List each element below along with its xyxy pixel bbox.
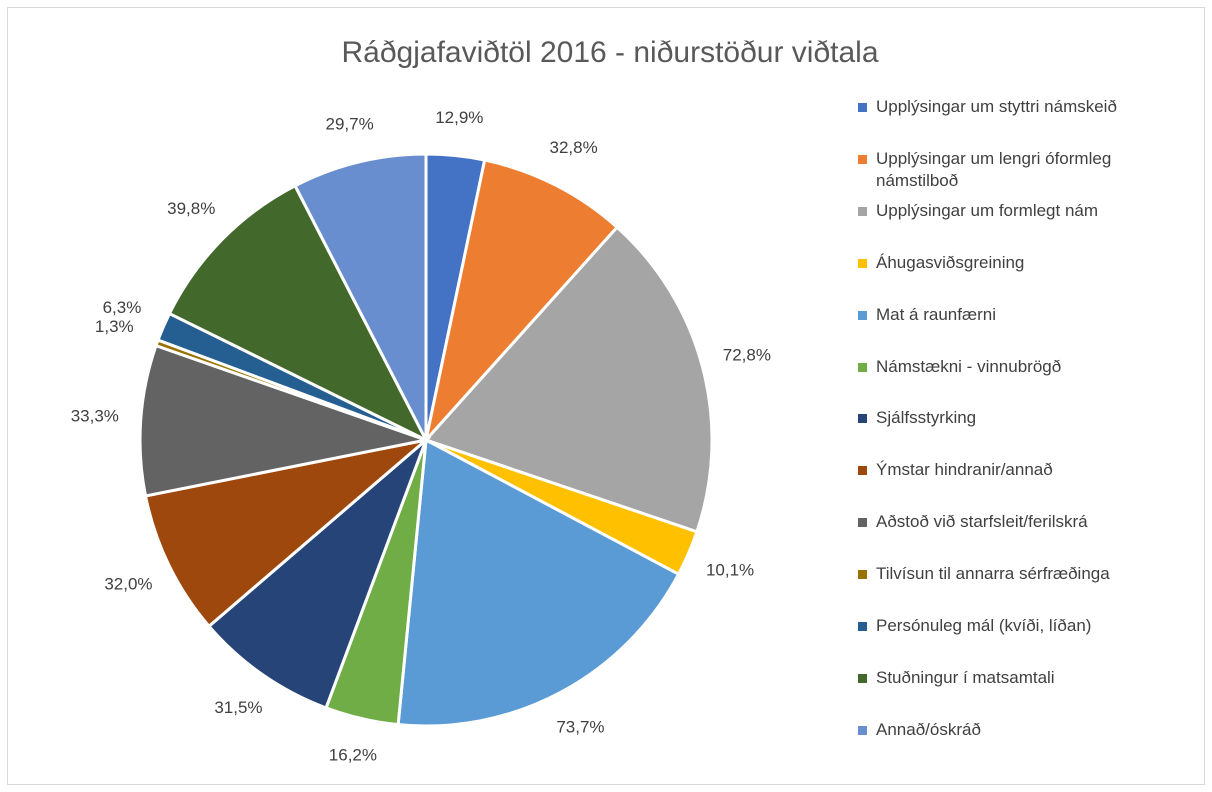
legend-swatch xyxy=(858,362,867,372)
legend-label: Upplýsingar um styttri námskeið xyxy=(876,97,1117,116)
data-label: 32,8% xyxy=(550,138,598,157)
legend-swatch xyxy=(858,466,867,476)
legend-swatch xyxy=(858,622,867,631)
legend-swatch xyxy=(858,570,867,580)
legend-label: Persónuleg mál (kvíði, líðan) xyxy=(876,616,1092,635)
legend-label: Stuðningur í matsamtali xyxy=(876,667,1055,687)
pie-slice xyxy=(167,183,430,444)
legend-swatch xyxy=(858,103,867,112)
legend-label: Upplýsingar um formlegt nám xyxy=(876,200,1099,220)
legend-label: Aðstoð við starfsleit/ferilskrá xyxy=(876,512,1088,532)
legend-item: Annað/óskráð xyxy=(858,719,1198,741)
data-label: 16,2% xyxy=(329,745,377,764)
legend-item: Ýmstar hindranir/annað xyxy=(858,459,1198,481)
data-label: 10,1% xyxy=(706,561,754,580)
legend-item: Stuðningur í matsamtali xyxy=(858,667,1198,689)
legend-swatch xyxy=(858,258,867,268)
data-label: 73,7% xyxy=(556,717,604,736)
legend-item: Upplýsingar um formlegt nám xyxy=(858,200,1198,222)
legend-label: Áhugasviðsgreining xyxy=(876,252,1025,272)
legend-label: Annað/óskráð xyxy=(876,719,981,739)
legend-item: Persónuleg mál (kvíði, líðan) xyxy=(858,615,1198,637)
data-label: 72,8% xyxy=(723,345,771,364)
data-label: 33,3% xyxy=(71,406,119,425)
pie-slice xyxy=(138,343,432,498)
legend-swatch xyxy=(858,154,867,164)
legend-swatch xyxy=(858,673,867,683)
data-label: 39,8% xyxy=(167,199,215,218)
legend-swatch xyxy=(858,310,867,320)
legend-label: Tilvísun til annarra sérfræðinga xyxy=(876,564,1110,584)
legend-label: Námstækni - vinnubrögð xyxy=(876,356,1062,376)
chart-title: Ráðgjafaviðtöl 2016 - niðurstöður viðtal… xyxy=(342,36,879,69)
legend-swatch xyxy=(858,414,867,424)
legend-swatch xyxy=(858,725,867,735)
legend-item: Upplýsingar um styttri námskeið xyxy=(858,96,1198,118)
pie-slice xyxy=(206,438,428,710)
legend-item: Mat á raunfærni xyxy=(858,304,1198,326)
legend-item: Áhugasviðsgreining xyxy=(858,252,1198,274)
legend-item: Námstækni - vinnubrögð xyxy=(858,356,1198,378)
legend-item: Sjálfsstyrking xyxy=(858,407,1198,429)
legend-label: Upplýsingar um lengri óformleg námstilbo… xyxy=(876,148,1112,190)
legend-item: Aðstoð við starfsleit/ferilskrá xyxy=(858,511,1198,533)
data-label: 1,3% xyxy=(95,317,134,336)
data-label: 29,7% xyxy=(325,114,373,133)
data-label: 12,9% xyxy=(435,108,483,127)
pie-slice xyxy=(396,437,681,728)
legend-item: Tilvísun til annarra sérfræðinga xyxy=(858,563,1198,585)
pie-slice xyxy=(423,225,714,534)
legend-label: Sjálfsstyrking xyxy=(876,408,977,428)
pie-slice xyxy=(293,152,428,441)
legend-item: Upplýsingar um lengri óformleg námstilbo… xyxy=(858,148,1198,192)
legend-label: Mat á raunfærni xyxy=(876,304,996,324)
pie-slice xyxy=(143,437,432,629)
data-label: 6,3% xyxy=(103,298,142,317)
legend-swatch xyxy=(858,518,867,528)
pie-slice xyxy=(423,158,620,446)
data-label: 31,5% xyxy=(214,698,262,717)
data-label: 32,0% xyxy=(104,574,152,593)
legend-label: Ýmstar hindranir/annað xyxy=(876,460,1053,480)
legend-swatch xyxy=(858,206,867,216)
